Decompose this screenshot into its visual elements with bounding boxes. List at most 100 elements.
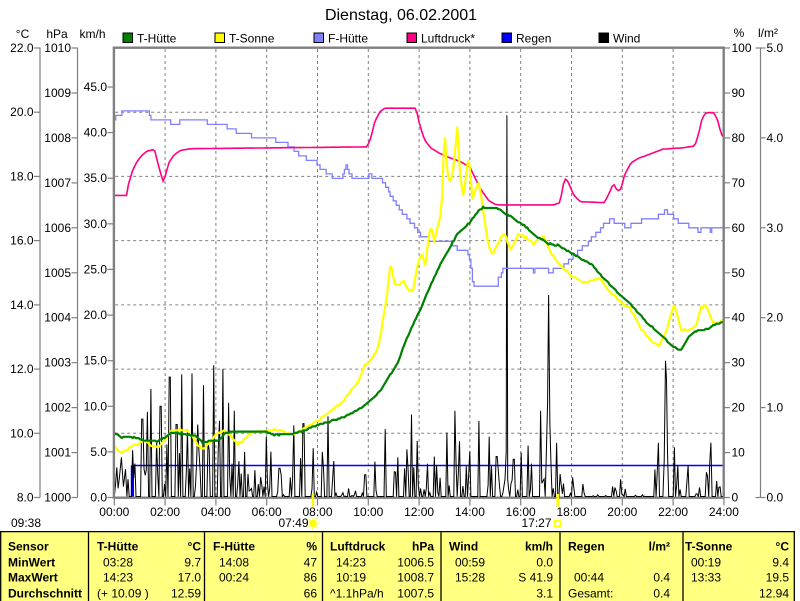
svg-text:10:00: 10:00 [353,505,383,519]
svg-text:08:00: 08:00 [302,505,332,519]
svg-text:T-Hütte: T-Hütte [137,32,177,46]
svg-text:1005: 1005 [44,266,71,280]
svg-text:MinWert: MinWert [8,556,55,570]
svg-text:Durchschnitt: Durchschnitt [8,587,82,601]
svg-text:10: 10 [732,446,746,460]
svg-text:Regen: Regen [568,540,605,554]
svg-text:8.0: 8.0 [17,491,34,505]
svg-text:20.0: 20.0 [84,308,108,322]
svg-text:Wind: Wind [613,32,640,46]
svg-text:1000: 1000 [44,491,71,505]
svg-text:16.0: 16.0 [10,234,34,248]
svg-text:00:59: 00:59 [455,556,485,570]
svg-text:18.0: 18.0 [10,169,34,183]
svg-text:40: 40 [732,311,746,325]
svg-text:12.59: 12.59 [171,587,201,601]
svg-text:Gesamt:: Gesamt: [568,587,613,601]
svg-text:Dienstag, 06.02.2001: Dienstag, 06.02.2001 [325,7,477,24]
svg-text:14:23: 14:23 [336,556,366,570]
svg-text:1010: 1010 [44,41,71,55]
svg-text:%: % [306,540,317,554]
svg-text:5.0: 5.0 [90,445,107,459]
svg-text:22:00: 22:00 [658,505,688,519]
svg-text:24:00: 24:00 [709,505,739,519]
svg-text:0.0: 0.0 [767,491,784,505]
svg-text:Sensor: Sensor [8,540,49,554]
svg-text:14.0: 14.0 [10,298,34,312]
svg-text:18:00: 18:00 [556,505,586,519]
svg-text:30.0: 30.0 [84,217,108,231]
svg-text:10:19: 10:19 [336,571,366,585]
svg-text:3.1: 3.1 [536,587,553,601]
svg-text:0.4: 0.4 [653,571,670,585]
svg-text:9.4: 9.4 [772,556,789,570]
svg-text:09:38: 09:38 [11,516,41,530]
svg-text:Luftdruck: Luftdruck [330,540,386,554]
svg-text:T-Hütte: T-Hütte [97,540,139,554]
svg-text:80: 80 [732,131,746,145]
svg-text:19.5: 19.5 [766,571,790,585]
svg-text:^1.1hPa/h: ^1.1hPa/h [330,587,384,601]
svg-text:07:49: 07:49 [278,516,308,530]
svg-text:°C: °C [188,540,202,554]
svg-text:°C: °C [776,540,790,554]
svg-text:T-Sonne: T-Sonne [685,540,733,554]
svg-text:02:00: 02:00 [150,505,180,519]
svg-text:km/h: km/h [79,27,105,41]
svg-text:Regen: Regen [516,32,551,46]
svg-text:03:28: 03:28 [103,556,133,570]
svg-text:S 41.9: S 41.9 [518,571,553,585]
svg-text:1009: 1009 [44,86,71,100]
svg-text:1007: 1007 [44,176,71,190]
svg-text:l/m²: l/m² [649,540,670,554]
svg-text:14:23: 14:23 [103,571,133,585]
svg-text:5.0: 5.0 [767,41,784,55]
svg-text:l/m²: l/m² [758,26,778,40]
svg-text:0.4: 0.4 [653,587,670,601]
svg-text:1008.7: 1008.7 [397,571,434,585]
svg-text:3.0: 3.0 [767,221,784,235]
svg-text:00:00: 00:00 [99,505,129,519]
svg-text:4.0: 4.0 [767,131,784,145]
svg-text:1003: 1003 [44,356,71,370]
svg-text:12.0: 12.0 [10,362,34,376]
svg-text:10.0: 10.0 [10,426,34,440]
svg-text:Wind: Wind [449,540,478,554]
svg-text:14:08: 14:08 [219,556,249,570]
svg-text:17.0: 17.0 [178,571,202,585]
svg-text:hPa: hPa [412,540,434,554]
svg-text:50: 50 [732,266,746,280]
svg-text:00:44: 00:44 [574,571,604,585]
svg-text:17:27: 17:27 [521,516,551,530]
svg-text:30: 30 [732,356,746,370]
svg-text:1008: 1008 [44,131,71,145]
svg-text:22.0: 22.0 [10,41,34,55]
svg-text:T-Sonne: T-Sonne [229,32,275,46]
svg-text:F-Hütte: F-Hütte [213,540,255,554]
svg-text:40.0: 40.0 [84,126,108,140]
svg-text:04:00: 04:00 [201,505,231,519]
svg-text:hPa: hPa [46,27,68,41]
svg-text:1007.5: 1007.5 [397,587,434,601]
svg-text:1006.5: 1006.5 [397,556,434,570]
svg-text:1004: 1004 [44,311,71,325]
svg-text:06:00: 06:00 [252,505,282,519]
svg-text:20:00: 20:00 [607,505,637,519]
svg-text:20.0: 20.0 [10,105,34,119]
svg-text:100: 100 [732,41,752,55]
svg-text:MaxWert: MaxWert [8,571,58,585]
svg-text:86: 86 [304,571,318,585]
svg-text:1002: 1002 [44,401,71,415]
svg-text:47: 47 [304,556,318,570]
svg-text:1006: 1006 [44,221,71,235]
svg-text:2.0: 2.0 [767,311,784,325]
svg-text:15:28: 15:28 [455,571,485,585]
svg-text:00:19: 00:19 [691,556,721,570]
svg-text:1001: 1001 [44,446,71,460]
svg-text:12:00: 12:00 [404,505,434,519]
svg-text:14:00: 14:00 [455,505,485,519]
svg-text:16:00: 16:00 [506,505,536,519]
svg-text:20: 20 [732,401,746,415]
svg-text:0.0: 0.0 [90,491,107,505]
svg-text:13:33: 13:33 [691,571,721,585]
